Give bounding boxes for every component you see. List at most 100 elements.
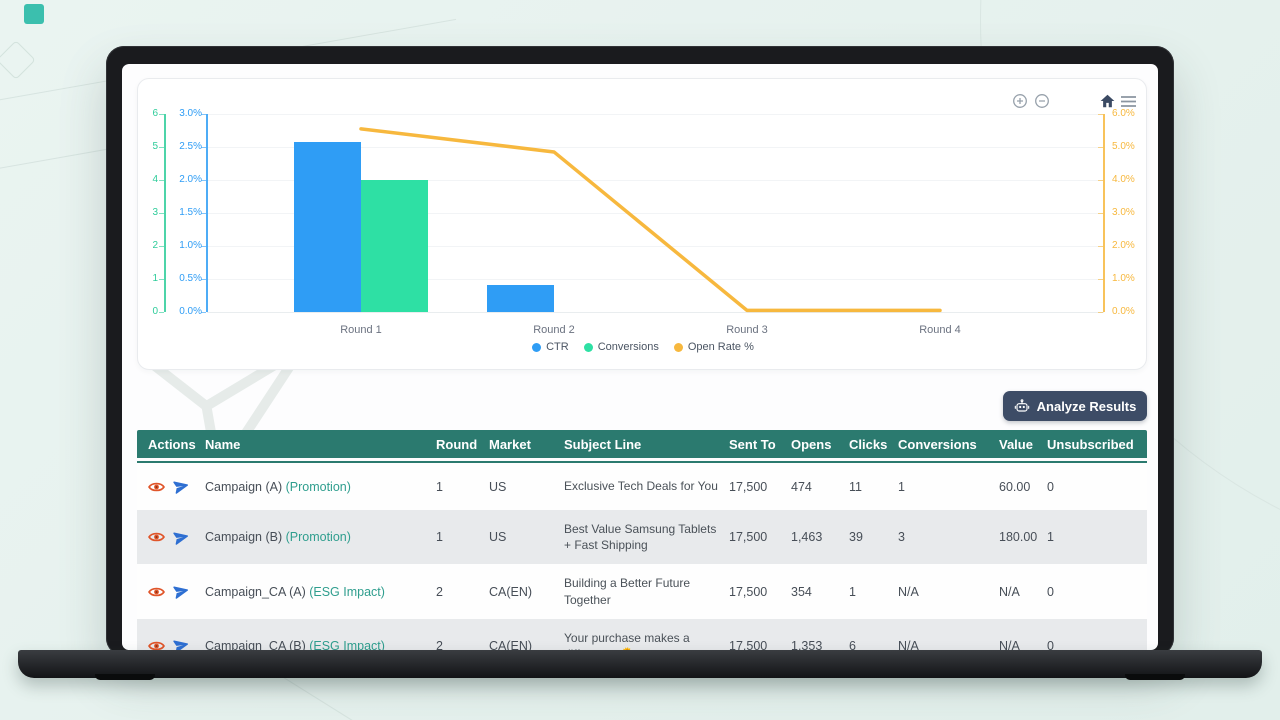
unsubscribed-cell: 0 (1047, 584, 1054, 599)
campaign-name: Campaign_CA (B) (205, 638, 310, 650)
conversions-cell: 1 (898, 479, 905, 494)
legend-label: CTR (546, 341, 569, 353)
axis-tick-mark (201, 114, 206, 115)
chart-axis-line (205, 114, 208, 312)
column-header-clicks: Clicks (849, 436, 888, 452)
conversions-cell: N/A (898, 584, 919, 599)
axis-tick-label: 0 (152, 306, 158, 317)
view-campaign-icon[interactable] (148, 480, 165, 494)
axis-tick-mark (159, 279, 164, 280)
analyze-results-button[interactable]: Analyze Results (1003, 391, 1147, 421)
campaign-name-cell: Campaign (A) (Promotion) (205, 480, 436, 494)
chart-card: 6 3.0% 6.0% 5 2.5% 5.0% 4 2.0% 4.0% 3 1.5% 3.0% 2 1.0… (137, 78, 1147, 370)
axis-tick-label: 0.5% (179, 273, 202, 284)
value-cell: 60.00 (999, 479, 1031, 494)
open-rate-line (359, 127, 942, 313)
background-deco-diamond (0, 40, 36, 80)
axis-tick-mark (159, 213, 164, 214)
axis-tick-mark (201, 180, 206, 181)
axis-tick-mark (201, 213, 206, 214)
column-header-sent-to: Sent To (729, 436, 776, 452)
value-cell: N/A (999, 638, 1020, 650)
market-cell: US (489, 479, 507, 494)
chart-axis-line (1103, 114, 1105, 312)
view-campaign-icon[interactable] (148, 585, 165, 599)
axis-tick-label: 2 (152, 240, 158, 251)
campaign-tag: (ESG Impact) (309, 638, 385, 650)
sent-to-cell: 17,500 (729, 638, 768, 650)
axis-tick-mark (1098, 114, 1103, 115)
column-header-name: Name (205, 436, 241, 452)
chart-gridline (207, 213, 1104, 214)
zoom-in-icon[interactable] (1012, 93, 1028, 109)
send-campaign-icon[interactable] (173, 583, 190, 600)
axis-tick-label: 1.5% (179, 207, 202, 218)
axis-tick-label: 4.0% (1112, 174, 1135, 185)
unsubscribed-cell: 0 (1047, 638, 1054, 650)
robot-icon (1014, 399, 1029, 412)
column-header-unsubscribed: Unsubscribed (1047, 436, 1134, 452)
clicks-cell: 1 (849, 584, 856, 599)
axis-tick-mark (201, 147, 206, 148)
axis-tick-mark (1098, 147, 1103, 148)
campaign-name-cell: Campaign_CA (B) (ESG Impact) (205, 639, 436, 650)
axis-tick-mark (201, 312, 206, 313)
laptop-base (18, 650, 1262, 678)
axis-tick-mark (159, 312, 164, 313)
legend-label: Conversions (597, 341, 659, 353)
table-header-rule (137, 461, 1147, 463)
table-row: Campaign (B) (Promotion) 1 US Best Value Sa… (137, 510, 1147, 565)
legend-item: Conversions (583, 341, 659, 353)
axis-tick-mark (159, 147, 164, 148)
table-body: Campaign (A) (Promotion) 1 US Exclusive Tec… (137, 463, 1147, 650)
send-campaign-icon[interactable] (173, 478, 190, 495)
actions-cell (148, 529, 205, 546)
campaign-name-cell: Campaign_CA (A) (ESG Impact) (205, 585, 436, 599)
legend-label: Open Rate % (687, 341, 754, 353)
zoom-out-icon[interactable] (1034, 93, 1050, 109)
table-row: Campaign_CA (B) (ESG Impact) 2 CA(EN) Your … (137, 618, 1147, 650)
column-header-conversions: Conversions (898, 436, 977, 452)
clicks-cell: 6 (849, 638, 856, 650)
opens-cell: 1,463 (791, 530, 823, 545)
legend-dot (532, 342, 542, 352)
actions-cell (148, 478, 205, 495)
campaign-name: Campaign (B) (205, 530, 286, 545)
opens-cell: 354 (791, 584, 812, 599)
axis-tick-label: 5.0% (1112, 141, 1135, 152)
view-campaign-icon[interactable] (148, 530, 165, 544)
axis-tick-label: 0.0% (1112, 306, 1135, 317)
axis-tick-mark (159, 114, 164, 115)
subject-line-cell: Exclusive Tech Deals for You (564, 479, 718, 494)
chart-gridline (207, 114, 1104, 115)
menu-icon[interactable] (1121, 95, 1136, 108)
conversions-cell: N/A (898, 638, 919, 650)
campaign-tag: (ESG Impact) (309, 584, 385, 599)
campaign-name-cell: Campaign (B) (Promotion) (205, 530, 436, 544)
table-row: Campaign (A) (Promotion) 1 US Exclusive Tec… (137, 463, 1147, 510)
sent-to-cell: 17,500 (729, 584, 768, 599)
chart-x-label: Round 3 (726, 324, 768, 336)
opens-cell: 474 (791, 479, 812, 494)
axis-tick-mark (159, 246, 164, 247)
axis-tick-label: 2.0% (179, 174, 202, 185)
unsubscribed-cell: 1 (1047, 530, 1054, 545)
laptop-screen: 6 3.0% 6.0% 5 2.5% 5.0% 4 2.0% 4.0% 3 1.5% 3.0% 2 1.0… (122, 64, 1158, 650)
actions-cell (148, 637, 205, 650)
conversions-cell: 3 (898, 530, 905, 545)
table-header-gap (137, 458, 1147, 461)
chart-gridline (207, 246, 1104, 247)
send-campaign-icon[interactable] (173, 637, 190, 650)
chart-gridline (207, 312, 1104, 313)
axis-tick-mark (201, 246, 206, 247)
round-cell: 2 (436, 638, 443, 650)
home-icon[interactable] (1100, 94, 1115, 108)
table-row: Campaign_CA (A) (ESG Impact) 2 CA(EN) Build… (137, 564, 1147, 619)
send-campaign-icon[interactable] (173, 529, 190, 546)
bar-conversions (361, 180, 428, 312)
view-campaign-icon[interactable] (148, 639, 165, 650)
laptop-foot-right (1125, 674, 1185, 680)
legend-dot (583, 342, 593, 352)
axis-tick-label: 0.0% (179, 306, 202, 317)
chart-legend: CTR Conversions Open Rate % (138, 341, 1148, 353)
